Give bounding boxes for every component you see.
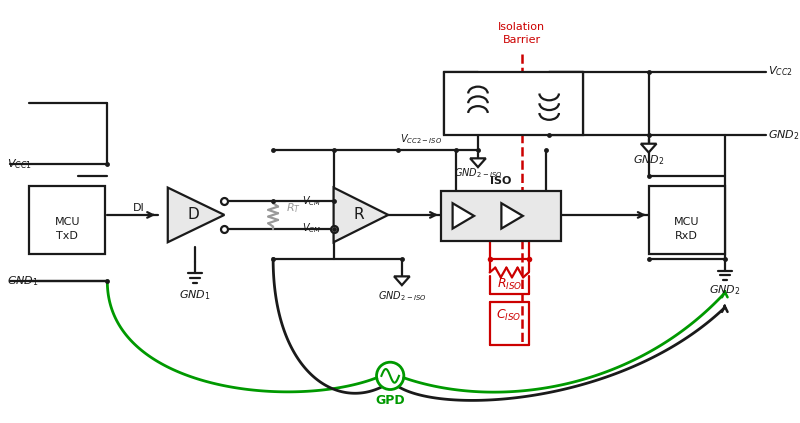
Text: ISO: ISO (490, 176, 511, 186)
Text: Isolation: Isolation (498, 22, 546, 32)
Polygon shape (334, 188, 388, 242)
Text: $GND_{2-ISO}$: $GND_{2-ISO}$ (378, 289, 426, 303)
Text: MCU: MCU (54, 217, 80, 227)
Text: $R_{ISO}$: $R_{ISO}$ (497, 277, 522, 292)
Text: $GND_2$: $GND_2$ (633, 154, 665, 167)
Text: RxD: RxD (675, 231, 698, 242)
Text: $V_{CC2}$: $V_{CC2}$ (768, 65, 792, 78)
Text: TxD: TxD (56, 231, 78, 242)
Text: $GND_2$: $GND_2$ (709, 283, 741, 297)
Text: $GND_2$: $GND_2$ (768, 128, 799, 142)
Text: $C_{ISO}$: $C_{ISO}$ (497, 308, 522, 323)
Text: MCU: MCU (674, 217, 699, 227)
Text: D: D (187, 207, 199, 222)
Polygon shape (502, 203, 523, 228)
Text: DI: DI (133, 203, 144, 213)
Text: GPD: GPD (375, 394, 405, 407)
Text: $V_{CM}$: $V_{CM}$ (302, 222, 322, 236)
Polygon shape (168, 188, 224, 242)
Polygon shape (641, 144, 657, 152)
Bar (30, 186, 106, 254)
Bar (649, 186, 725, 254)
Polygon shape (394, 276, 410, 285)
Bar (441, 190, 561, 241)
Polygon shape (453, 203, 474, 228)
Text: Barrier: Barrier (503, 35, 541, 45)
Bar (444, 71, 583, 135)
Polygon shape (470, 158, 486, 167)
Text: $V_{CC1}$: $V_{CC1}$ (7, 157, 31, 171)
Text: $R_T$: $R_T$ (286, 201, 301, 215)
Text: $V_{CC2-ISO}$: $V_{CC2-ISO}$ (400, 132, 442, 146)
Text: R: R (354, 207, 364, 222)
Text: $GND_{2-ISO}$: $GND_{2-ISO}$ (454, 166, 502, 180)
Text: $GND_1$: $GND_1$ (7, 275, 38, 288)
Text: $V_{CM}$: $V_{CM}$ (302, 194, 322, 208)
Text: $GND_1$: $GND_1$ (179, 288, 211, 302)
